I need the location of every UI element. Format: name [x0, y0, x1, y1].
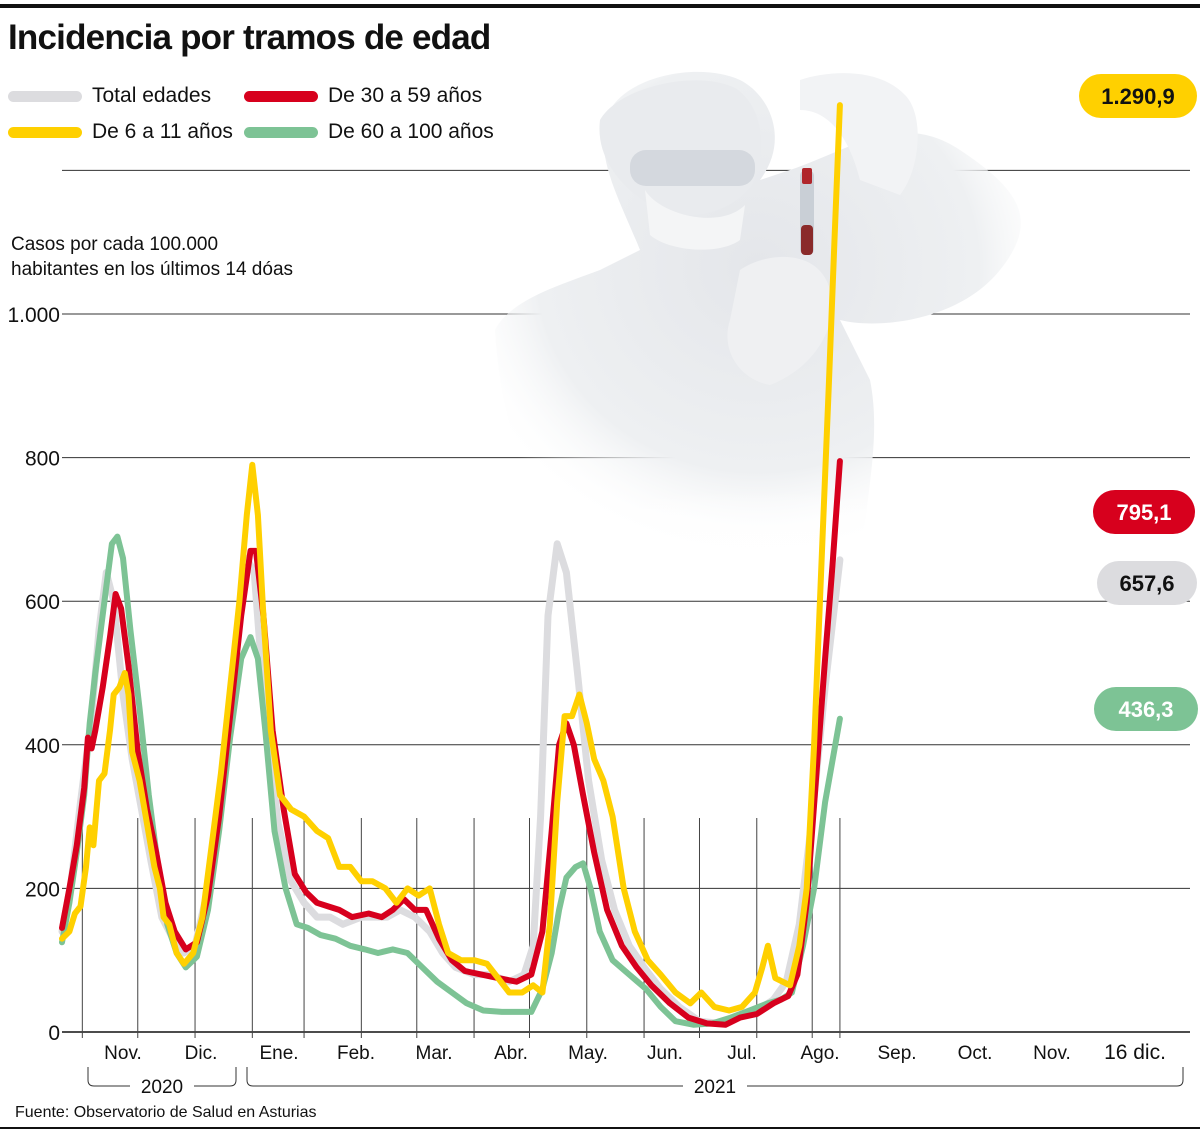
y-tick-label: 600 [25, 591, 60, 614]
legend-item-total: Total edades [8, 84, 211, 108]
year-label-bg [683, 1076, 747, 1096]
x-tick-label: Jul. [727, 1043, 757, 1064]
y-axis-ticks: 0 200 400 600 800 1.000 [7, 304, 60, 1045]
legend-label-total: Total edades [92, 84, 212, 107]
legend-swatch-60-100 [244, 126, 318, 138]
units-line-2: habitantes en los últimos 14 dóas [11, 259, 294, 280]
x-tick-label: Dic. [185, 1043, 218, 1064]
x-tick-label: May. [568, 1043, 608, 1064]
x-tick-label: Nov. [1033, 1043, 1071, 1064]
series-lines [58, 102, 844, 1028]
year-label: 2020 [141, 1077, 183, 1098]
end-label-60-100: 436,3 [1118, 697, 1173, 722]
legend-swatch-total [8, 90, 82, 102]
x-tick-label: Sep. [877, 1043, 916, 1064]
y-tick-label: 800 [25, 448, 60, 471]
legend-label-30-59: De 30 a 59 años [328, 84, 483, 107]
x-tick-label: Abr. [494, 1043, 528, 1064]
legend-item-6-11: De 6 a 11 años [8, 120, 233, 144]
x-tick-label: 16 dic. [1104, 1041, 1166, 1064]
bottom-rule [0, 1127, 1200, 1129]
y-tick-label: 400 [25, 735, 60, 758]
end-label-total-pill [1097, 561, 1197, 605]
year-label-bg [130, 1076, 194, 1096]
end-label-6-11-pill [1079, 74, 1197, 118]
series-line-30-59 [59, 458, 843, 1028]
x-tick-label: Feb. [337, 1043, 375, 1064]
x-tick-label: Mar. [416, 1043, 453, 1064]
end-label-30-59: 795,1 [1116, 500, 1171, 525]
series-line-60-100 [59, 533, 843, 1028]
end-labels: 1.290,9 795,1 657,6 436,3 [1079, 74, 1198, 731]
y-tick-label: 1.000 [7, 304, 60, 327]
top-rule [0, 4, 1200, 8]
end-label-6-11: 1.290,9 [1101, 84, 1174, 109]
legend-label-6-11: De 6 a 11 años [92, 120, 233, 143]
legend-label-60-100: De 60 a 100 años [328, 120, 494, 143]
x-tick-label: Ago. [800, 1043, 839, 1064]
lab-worker-illustration [470, 71, 1021, 570]
year-label: 2021 [694, 1077, 736, 1098]
x-axis: Nov. Dic. Ene. Feb. Mar. Abr. May. Jun. Jul. Ago.… [81, 818, 1184, 1098]
x-tick-label: Oct. [958, 1043, 993, 1064]
y-tick-label: 0 [48, 1022, 60, 1045]
end-label-30-59-pill [1093, 490, 1195, 534]
legend-item-30-59: De 30 a 59 años [244, 84, 482, 108]
x-tick-label: Ene. [259, 1043, 298, 1064]
end-label-60-100-pill [1094, 687, 1198, 731]
y-tick-label: 200 [25, 878, 60, 901]
legend-item-60-100: De 60 a 100 años [244, 120, 494, 144]
chart-title: Incidencia por tramos de edad [8, 18, 491, 57]
units-line-1: Casos por cada 100.000 [11, 234, 219, 255]
x-tick-label: Jun. [647, 1043, 683, 1064]
source-note: Fuente: Observatorio de Salud en Asturia… [15, 1104, 317, 1121]
units-note: Casos por cada 100.000 habitantes en los… [11, 232, 293, 282]
legend-swatch-30-59 [244, 90, 318, 102]
x-tick-label: Nov. [104, 1043, 142, 1064]
legend-swatch-6-11 [8, 126, 82, 138]
end-label-total: 657,6 [1119, 571, 1174, 596]
series-line-6-11 [59, 102, 843, 1014]
